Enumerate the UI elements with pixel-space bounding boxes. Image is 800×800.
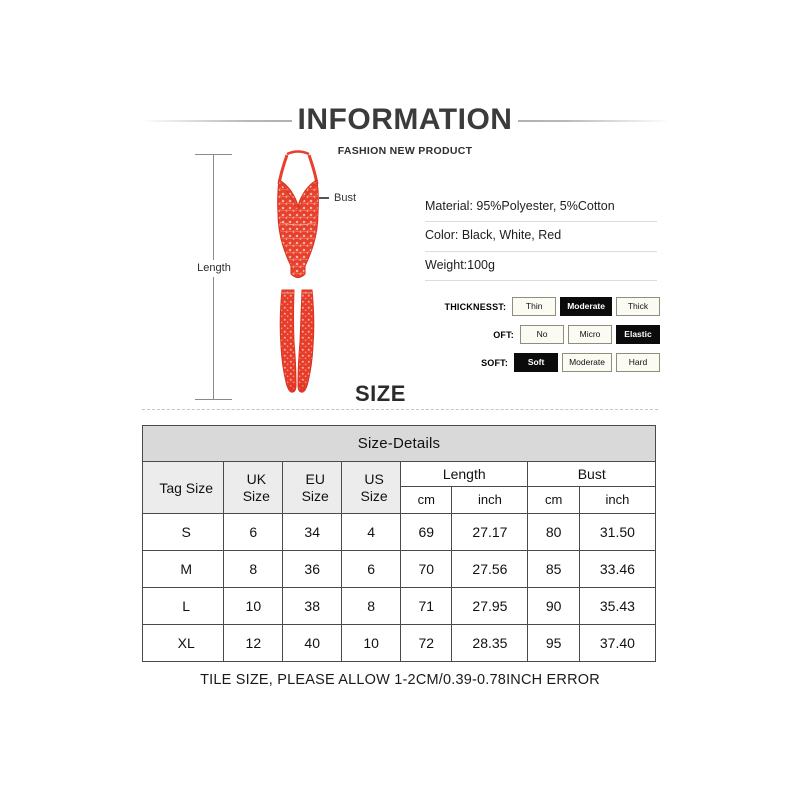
oft-option-elastic[interactable]: Elastic bbox=[616, 325, 660, 344]
page-subtitle: FASHION NEW PRODUCT bbox=[337, 145, 473, 157]
header-bust-group: Bust bbox=[527, 461, 656, 487]
cell-us: 8 bbox=[341, 587, 402, 625]
cell-bust-cm: 90 bbox=[527, 587, 580, 625]
oft-row: OFT: No Micro Elastic bbox=[412, 325, 660, 344]
header-bust-inch: inch bbox=[578, 485, 657, 515]
cell-eu: 40 bbox=[282, 624, 343, 662]
soft-option-soft[interactable]: Soft bbox=[514, 353, 559, 372]
table-row: L 10 38 8 71 27.95 90 35.43 bbox=[141, 587, 657, 625]
cell-length-cm: 69 bbox=[400, 513, 453, 551]
bust-label: Bust bbox=[334, 192, 357, 204]
cell-us: 10 bbox=[341, 624, 402, 662]
oft-label: OFT: bbox=[493, 329, 514, 340]
length-label: Length bbox=[193, 260, 235, 277]
tolerance-note: TILE SIZE, PLEASE ALLOW 1-2CM/0.39-0.78I… bbox=[200, 672, 600, 688]
cell-length-inch: 28.35 bbox=[451, 624, 529, 662]
thickness-option-thin[interactable]: Thin bbox=[512, 297, 557, 316]
header-us-line1: US bbox=[364, 471, 384, 488]
length-measure-line bbox=[213, 154, 214, 400]
page-title: INFORMATION bbox=[297, 102, 513, 136]
header-uk-size: UK Size bbox=[223, 461, 284, 514]
cell-bust-inch: 31.50 bbox=[578, 513, 657, 551]
thickness-row: THICKNESST: Thin Moderate Thick bbox=[412, 297, 660, 316]
attribute-toggles: THICKNESST: Thin Moderate Thick OFT: No … bbox=[412, 297, 660, 382]
cell-tag: XL bbox=[141, 624, 225, 662]
cell-tag: M bbox=[141, 550, 225, 588]
product-figure: Length Bust bbox=[193, 150, 395, 400]
size-table: Size-Details Tag Size UK Size EU Size US… bbox=[141, 425, 657, 662]
garment-illustration bbox=[253, 150, 343, 400]
cell-bust-cm: 95 bbox=[527, 624, 580, 662]
table-header-row-1: Tag Size UK Size EU Size US Size Length … bbox=[141, 461, 656, 514]
cell-bust-inch: 35.43 bbox=[578, 587, 657, 625]
header-eu-line1: EU bbox=[305, 471, 325, 488]
cell-bust-cm: 80 bbox=[527, 513, 580, 551]
header-us-line2: Size bbox=[360, 487, 388, 504]
title-rule-left bbox=[140, 120, 292, 122]
cell-uk: 8 bbox=[223, 550, 284, 588]
thickness-option-moderate[interactable]: Moderate bbox=[560, 297, 612, 316]
cell-bust-cm: 85 bbox=[527, 550, 580, 588]
header: INFORMATION FASHION NEW PRODUCT bbox=[140, 102, 671, 160]
table-row: M 8 36 6 70 27.56 85 33.46 bbox=[141, 550, 657, 588]
thickness-label: THICKNESST: bbox=[444, 301, 507, 312]
table-caption: Size-Details bbox=[142, 425, 656, 462]
soft-row: SOFT: Soft Moderate Hard bbox=[412, 353, 660, 372]
spec-list: Material: 95%Polyester, 5%Cotton Color: … bbox=[425, 196, 657, 281]
bust-pointer-dash bbox=[319, 197, 329, 199]
cell-us: 6 bbox=[341, 550, 402, 588]
cell-eu: 38 bbox=[282, 587, 343, 625]
cell-eu: 34 bbox=[282, 513, 343, 551]
table-row: S 6 34 4 69 27.17 80 31.50 bbox=[141, 513, 657, 551]
cell-length-cm: 72 bbox=[400, 624, 453, 662]
soft-option-moderate[interactable]: Moderate bbox=[562, 353, 612, 372]
size-table-container: Size-Details Tag Size UK Size EU Size US… bbox=[141, 425, 657, 662]
header-length-inch: inch bbox=[451, 485, 529, 515]
section-divider bbox=[142, 409, 658, 410]
cell-tag: S bbox=[141, 513, 225, 551]
cell-tag: L bbox=[141, 587, 225, 625]
title-rule-right bbox=[518, 120, 671, 122]
cell-length-inch: 27.17 bbox=[451, 513, 529, 551]
table-row: XL 12 40 10 72 28.35 95 37.40 bbox=[141, 624, 657, 662]
oft-option-no[interactable]: No bbox=[520, 325, 564, 344]
spec-material: Material: 95%Polyester, 5%Cotton bbox=[425, 196, 657, 223]
bust-marker: Bust bbox=[319, 192, 356, 204]
header-eu-size: EU Size bbox=[282, 461, 343, 514]
header-uk-line1: UK bbox=[246, 471, 267, 488]
length-measure-cap-top bbox=[195, 154, 232, 155]
header-eu-line2: Size bbox=[301, 487, 329, 504]
cell-length-cm: 71 bbox=[400, 587, 453, 625]
header-length-group: Length bbox=[400, 461, 529, 487]
table-caption-row: Size-Details bbox=[142, 425, 656, 462]
header-bust-cm: cm bbox=[527, 485, 580, 515]
oft-option-micro[interactable]: Micro bbox=[568, 325, 612, 344]
header-length-cm: cm bbox=[400, 485, 453, 515]
cell-uk: 12 bbox=[223, 624, 284, 662]
spec-color: Color: Black, White, Red bbox=[425, 222, 657, 252]
cell-length-inch: 27.95 bbox=[451, 587, 529, 625]
thickness-option-thick[interactable]: Thick bbox=[616, 297, 660, 316]
soft-label: SOFT: bbox=[481, 357, 509, 368]
cell-bust-inch: 37.40 bbox=[578, 624, 657, 662]
soft-option-hard[interactable]: Hard bbox=[616, 353, 660, 372]
cell-length-cm: 70 bbox=[400, 550, 453, 588]
cell-us: 4 bbox=[341, 513, 402, 551]
cell-eu: 36 bbox=[282, 550, 343, 588]
header-uk-line2: Size bbox=[242, 487, 270, 504]
cell-length-inch: 27.56 bbox=[451, 550, 529, 588]
header-us-size: US Size bbox=[341, 461, 402, 514]
cell-bust-inch: 33.46 bbox=[578, 550, 657, 588]
length-measure-cap-bottom bbox=[195, 399, 232, 400]
size-heading: SIZE bbox=[355, 381, 406, 406]
header-tag-size: Tag Size bbox=[141, 461, 225, 514]
title-row: INFORMATION bbox=[140, 102, 671, 138]
cell-uk: 10 bbox=[223, 587, 284, 625]
table-header-row-2: cm inch cm inch bbox=[143, 485, 657, 515]
cell-uk: 6 bbox=[223, 513, 284, 551]
spec-weight: Weight:100g bbox=[425, 252, 657, 281]
